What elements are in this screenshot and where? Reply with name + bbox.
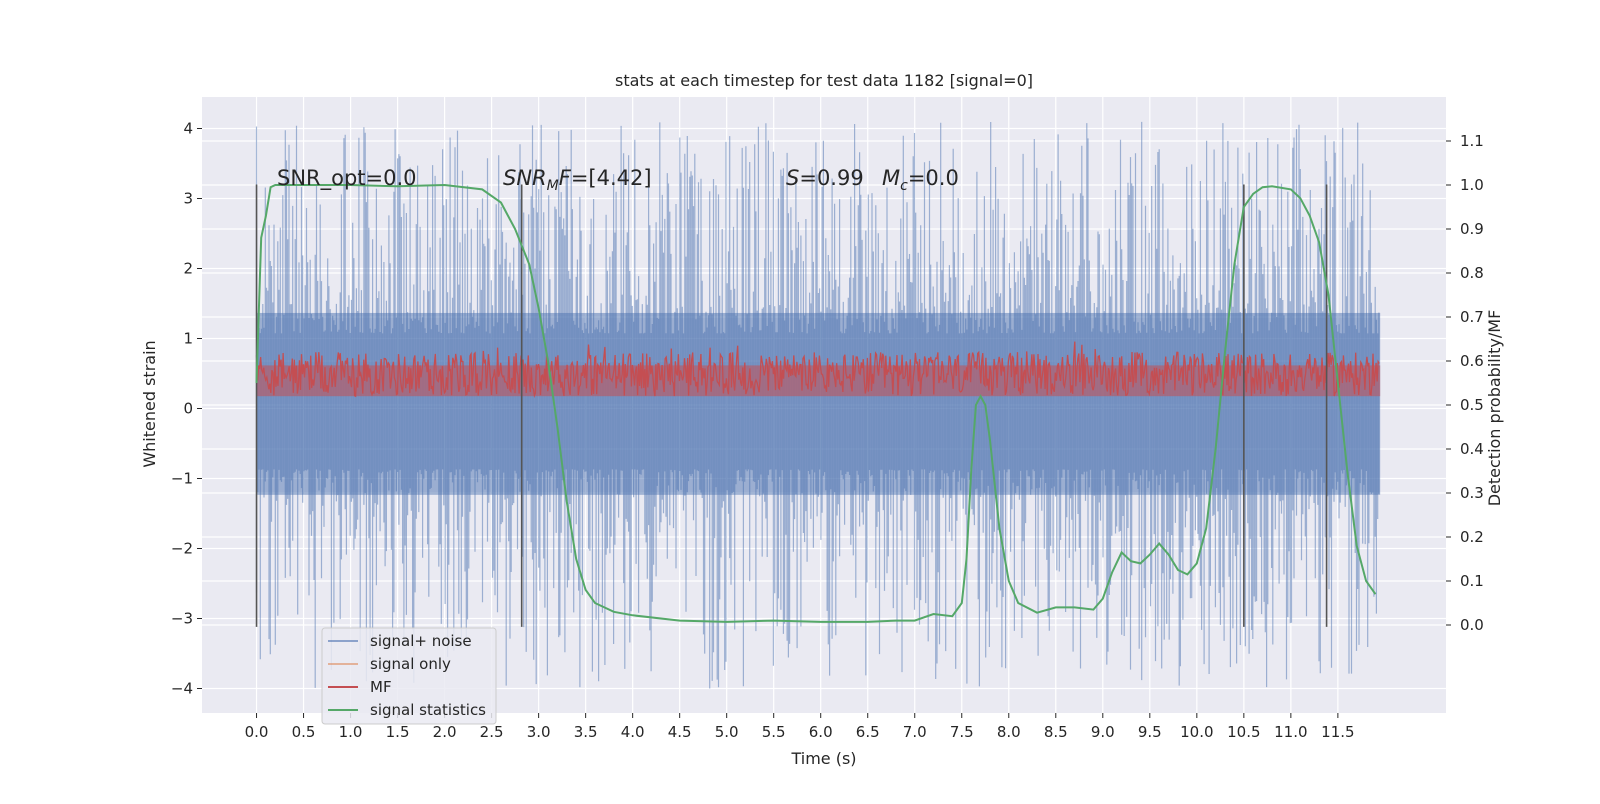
x-axis-title: Time (s) bbox=[790, 749, 856, 768]
snr-opt-annotation: SNR_opt=0.0 bbox=[277, 166, 417, 191]
x-tick-label: 4.5 bbox=[668, 723, 692, 741]
x-tick-label: 11.0 bbox=[1274, 723, 1307, 741]
x-tick-label: 2.0 bbox=[433, 723, 457, 741]
chart-title: stats at each timestep for test data 118… bbox=[615, 71, 1033, 90]
x-tick-label: 10.0 bbox=[1180, 723, 1213, 741]
y-tick-label: 4 bbox=[183, 120, 193, 138]
y-tick-label: −4 bbox=[171, 680, 193, 698]
x-tick-label: 1.5 bbox=[386, 723, 410, 741]
x-tick-label: 5.5 bbox=[762, 723, 786, 741]
y-tick-label: −1 bbox=[171, 470, 193, 488]
x-tick-label: 9.5 bbox=[1138, 723, 1162, 741]
y-right-tick-label: 1.1 bbox=[1460, 132, 1484, 150]
x-tick-label: 10.5 bbox=[1227, 723, 1260, 741]
x-tick-label: 7.0 bbox=[903, 723, 927, 741]
s-annotation: S=0.99 bbox=[786, 166, 864, 190]
y-right-tick-label: 1.0 bbox=[1460, 176, 1484, 194]
x-tick-label: 8.5 bbox=[1044, 723, 1068, 741]
y-right-tick-label: 0.6 bbox=[1460, 352, 1484, 370]
x-tick-label: 9.0 bbox=[1091, 723, 1115, 741]
legend-label: signal statistics bbox=[370, 701, 486, 719]
y-right-tick-label: 0.4 bbox=[1460, 440, 1484, 458]
x-tick-label: 2.5 bbox=[480, 723, 504, 741]
x-tick-label: 3.5 bbox=[574, 723, 598, 741]
x-tick-label: 0.0 bbox=[245, 723, 269, 741]
y-right-tick-label: 0.5 bbox=[1460, 396, 1484, 414]
legend-frame bbox=[321, 627, 497, 725]
y-tick-label: 2 bbox=[183, 260, 193, 278]
y-right-tick-label: 0.1 bbox=[1460, 572, 1484, 590]
x-tick-label: 7.5 bbox=[950, 723, 974, 741]
legend-label: MF bbox=[370, 678, 392, 696]
y-tick-label: 1 bbox=[183, 330, 193, 348]
y-right-tick-label: 0.3 bbox=[1460, 484, 1484, 502]
snr-mf-annotation: SNRMF=[4.42] bbox=[503, 166, 652, 194]
x-tick-label: 6.5 bbox=[856, 723, 880, 741]
x-tick-label: 11.5 bbox=[1321, 723, 1354, 741]
y-right-tick-label: 0.2 bbox=[1460, 528, 1484, 546]
y-right-tick-label: 0.0 bbox=[1460, 616, 1484, 634]
legend-label: signal only bbox=[370, 655, 451, 673]
x-tick-label: 1.0 bbox=[339, 723, 363, 741]
mf-core bbox=[256, 365, 1381, 397]
y-right-tick-label: 0.8 bbox=[1460, 264, 1484, 282]
x-tick-label: 6.0 bbox=[809, 723, 833, 741]
legend: signal+ noise signal only MF signal statist… bbox=[321, 627, 497, 725]
x-tick-label: 5.0 bbox=[715, 723, 739, 741]
x-tick-label: 3.0 bbox=[527, 723, 551, 741]
y-tick-label: −3 bbox=[171, 610, 193, 628]
x-tick-label: 0.5 bbox=[292, 723, 316, 741]
y-right-tick-label: 0.9 bbox=[1460, 220, 1484, 238]
x-tick-label: 8.0 bbox=[997, 723, 1021, 741]
y-axis-right-title: Detection probability/MF bbox=[1485, 310, 1504, 507]
y-tick-label: 3 bbox=[183, 190, 193, 208]
x-tick-label: 4.0 bbox=[621, 723, 645, 741]
y-right-tick-label: 0.7 bbox=[1460, 308, 1484, 326]
signal-statistics-series bbox=[255, 183, 1377, 623]
y-tick-label: −2 bbox=[171, 540, 193, 558]
y-axis-title: Whitened strain bbox=[140, 340, 159, 467]
legend-label: signal+ noise bbox=[370, 632, 472, 650]
y-tick-label: 0 bbox=[183, 400, 193, 418]
mc-annotation: Mc=0.0 bbox=[882, 166, 959, 194]
